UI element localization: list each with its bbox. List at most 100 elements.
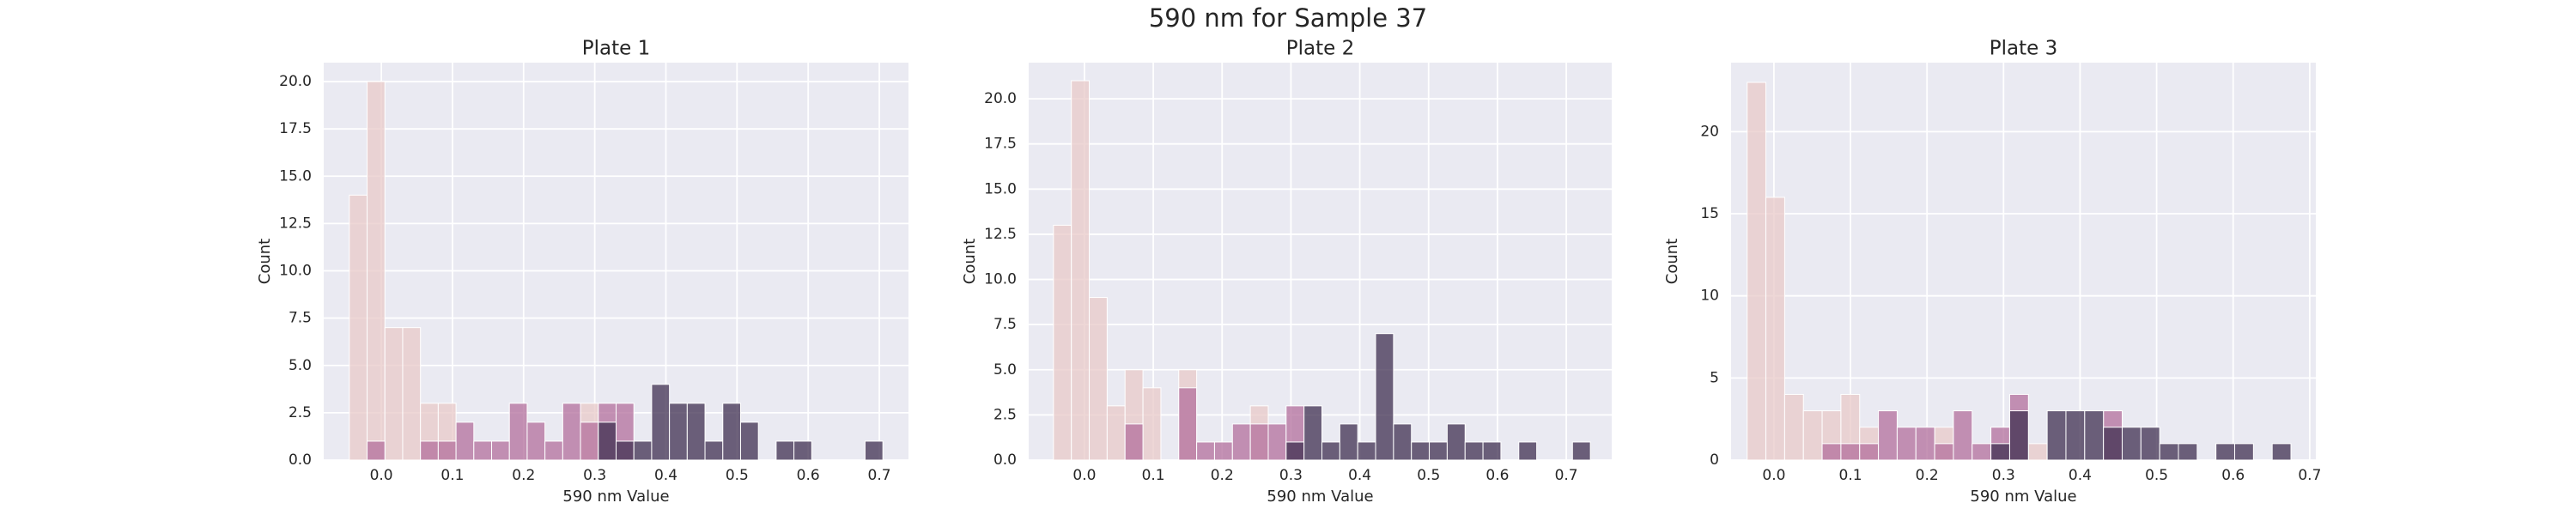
histogram-bar bbox=[1213, 441, 1233, 461]
histogram-bar bbox=[2084, 410, 2105, 461]
histogram-bar bbox=[1411, 441, 1431, 461]
y-axis-label: Count bbox=[1663, 239, 1681, 284]
histogram-bar bbox=[1840, 443, 1861, 461]
subplot-title: Plate 2 bbox=[1286, 38, 1354, 60]
histogram-bar bbox=[367, 81, 386, 461]
histogram-bar bbox=[1934, 443, 1954, 461]
y-tick-label: 12.5 bbox=[279, 215, 312, 232]
histogram-bar bbox=[1429, 441, 1448, 461]
x-tick-label: 0.5 bbox=[726, 467, 749, 484]
x-tick-label: 0.0 bbox=[1072, 467, 1096, 484]
histogram-bar bbox=[1124, 423, 1144, 461]
x-tick-label: 0.0 bbox=[370, 467, 393, 484]
histogram-bar bbox=[2178, 443, 2198, 461]
histogram-bar bbox=[1196, 441, 1215, 461]
histogram-bar bbox=[1802, 410, 1823, 461]
x-tick-label: 0.2 bbox=[512, 467, 535, 484]
histogram-bar bbox=[1142, 387, 1162, 461]
histogram-bar bbox=[1393, 423, 1413, 461]
histogram-bar bbox=[1783, 393, 1804, 461]
subplot-title: Plate 1 bbox=[582, 38, 650, 60]
x-tick-label: 0.1 bbox=[1142, 467, 1165, 484]
histogram-bar bbox=[544, 440, 563, 461]
histogram-bar bbox=[686, 403, 706, 461]
y-tick-label: 12.5 bbox=[984, 226, 1017, 243]
histogram-bar bbox=[1231, 423, 1251, 461]
histogram-bar bbox=[580, 421, 599, 461]
histogram-bar bbox=[1915, 427, 1935, 461]
y-tick-label: 7.5 bbox=[993, 316, 1017, 333]
histogram-bar bbox=[1249, 423, 1269, 461]
histogram-bar bbox=[402, 327, 422, 461]
histogram-bar bbox=[1357, 441, 1376, 461]
histogram-bar bbox=[1339, 423, 1358, 461]
histogram-bar bbox=[633, 440, 653, 461]
histogram-bar bbox=[526, 421, 546, 461]
y-tick-label: 10 bbox=[1700, 288, 1719, 305]
y-axis-label: Count bbox=[961, 239, 979, 284]
subplot: 0.0 0.1 0.2 0.3 0.4 0.5 0.6 0.7 0.0 2.5 5.0 7.5 10.0… bbox=[961, 38, 1612, 506]
histogram-bar bbox=[1821, 443, 1842, 461]
histogram-bar bbox=[349, 194, 368, 461]
histogram-bar bbox=[793, 440, 812, 461]
histogram-bar bbox=[1446, 423, 1466, 461]
histogram-bar bbox=[420, 440, 439, 461]
histogram-bar bbox=[1878, 410, 1898, 461]
histogram-bar bbox=[367, 440, 386, 461]
histogram-bar bbox=[739, 421, 759, 461]
x-tick-label: 0.3 bbox=[1279, 467, 1303, 484]
histogram-bar bbox=[2140, 427, 2160, 461]
histogram-bar bbox=[455, 421, 475, 461]
histogram-bar bbox=[473, 440, 493, 461]
y-tick-label: 10.0 bbox=[984, 271, 1017, 288]
histogram-bar bbox=[2215, 443, 2236, 461]
figure-title: 590 nm for Sample 37 bbox=[1149, 3, 1427, 33]
y-tick-label: 7.5 bbox=[289, 310, 312, 327]
y-tick-label: 0.0 bbox=[993, 451, 1017, 469]
y-tick-label: 20.0 bbox=[984, 90, 1017, 107]
histogram-bar bbox=[1106, 405, 1126, 461]
histogram-bar bbox=[616, 440, 635, 461]
x-tick-label: 0.1 bbox=[440, 467, 464, 484]
histogram-bar bbox=[598, 421, 617, 461]
x-tick-label: 0.5 bbox=[1417, 467, 1440, 484]
plot-area bbox=[1731, 63, 2316, 460]
histogram-bar bbox=[437, 440, 457, 461]
histogram-bar bbox=[704, 440, 724, 461]
y-tick-label: 17.5 bbox=[279, 120, 312, 137]
y-tick-label: 5.0 bbox=[289, 357, 312, 374]
x-tick-label: 0.2 bbox=[1916, 467, 1939, 484]
y-tick-label: 15.0 bbox=[984, 180, 1017, 197]
histogram-bar bbox=[491, 440, 510, 461]
y-tick-label: 0 bbox=[1710, 451, 1719, 469]
x-tick-label: 0.7 bbox=[1555, 467, 1578, 484]
y-tick-label: 10.0 bbox=[279, 263, 312, 280]
histogram-bar bbox=[1178, 387, 1198, 461]
histogram-bar bbox=[1285, 441, 1305, 461]
histogram-bar bbox=[1071, 80, 1091, 461]
x-tick-label: 0.6 bbox=[2221, 467, 2245, 484]
y-tick-label: 20 bbox=[1700, 123, 1719, 140]
y-tick-label: 5 bbox=[1710, 369, 1719, 386]
histogram-bar bbox=[1464, 441, 1484, 461]
histogram-bar bbox=[1482, 441, 1502, 461]
y-tick-label: 0.0 bbox=[289, 451, 312, 469]
histogram-bar bbox=[1571, 441, 1591, 461]
x-axis-label: 590 nm Value bbox=[1267, 488, 1373, 506]
histogram-bar bbox=[1375, 333, 1394, 461]
histogram-bar bbox=[1953, 410, 1973, 461]
histogram-bar bbox=[1518, 441, 1538, 461]
histogram-bar bbox=[2121, 427, 2142, 461]
x-tick-label: 0.3 bbox=[1992, 467, 2015, 484]
x-tick-label: 0.4 bbox=[654, 467, 677, 484]
histogram-bar bbox=[2008, 410, 2029, 461]
histogram-bar bbox=[1053, 224, 1072, 461]
y-tick-label: 15.0 bbox=[279, 167, 312, 185]
y-tick-label: 15 bbox=[1700, 205, 1719, 222]
histogram-bar bbox=[384, 327, 404, 461]
subplot: 0.0 0.1 0.2 0.3 0.4 0.5 0.6 0.7 0 5 10 15 20 Plate 3 5… bbox=[1663, 38, 2321, 506]
x-tick-label: 0.1 bbox=[1839, 467, 1862, 484]
plot-area bbox=[1029, 63, 1612, 460]
histogram-bar bbox=[2065, 410, 2086, 461]
